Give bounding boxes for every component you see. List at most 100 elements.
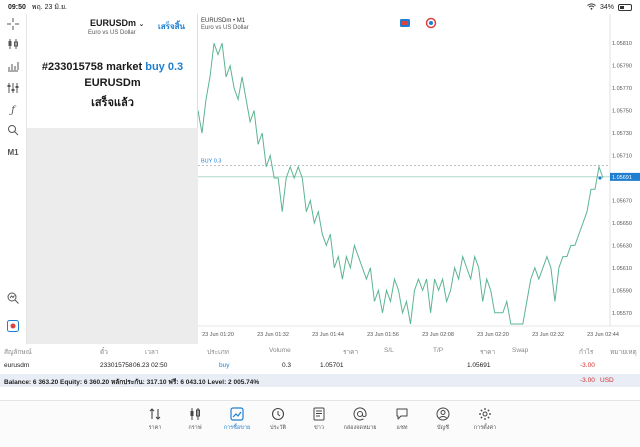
tab-label: ประวัติ	[269, 425, 287, 431]
col-volume: Volume	[269, 347, 291, 354]
price-tick-label: 1.05670	[612, 198, 632, 204]
symbol-label: EURUSDm	[90, 18, 137, 28]
pos-current-price: 1.05691	[467, 362, 491, 369]
col-ticket: ตั๋ว	[100, 349, 108, 356]
price-tick-label: 1.05630	[612, 243, 632, 249]
positions-header: สัญลักษณ์ ตั๋ว เวลา ประเภท Volume ราคา S…	[0, 344, 640, 358]
pos-symbol: eurusdm	[4, 362, 30, 369]
buy-button[interactable]	[425, 17, 437, 29]
time-scale: 23 Jun 01:20 23 Jun 01:32 23 Jun 01:44 23 J…	[202, 332, 619, 338]
col-profit: กำไร	[579, 349, 594, 356]
position-row[interactable]: eurusdm 233015758 06.23 02:50 buy 0.3 1.…	[0, 358, 640, 374]
account-icon	[436, 407, 450, 421]
col-type: ประเภท	[207, 349, 229, 356]
col-comment: หมายเหตุ	[610, 349, 637, 356]
balance-bar: Balance: 6 363.20 Equity: 6 360.20 หลักป…	[0, 374, 640, 387]
one-click-trading-icon[interactable]	[5, 320, 21, 334]
chart-trade-buttons[interactable]	[400, 17, 437, 29]
price-tick-label: 1.05810	[612, 41, 632, 47]
col-symbol: สัญลักษณ์	[4, 349, 32, 356]
chevron-down-icon: ⌄	[138, 21, 145, 28]
candles-icon	[190, 408, 200, 420]
tab-label: กล่องจดหมาย	[343, 425, 377, 431]
quotes-icon	[149, 408, 161, 420]
bottom-tab-bar: ราคา กราฟ การซื้อขาย ประวัติ ข่าว กล่องจ…	[0, 400, 640, 447]
done-button[interactable]: เสร็จสิ้น	[158, 22, 185, 31]
tab-chat[interactable]: แชท	[384, 407, 420, 432]
time-tick-label: 23 Jun 02:08	[422, 332, 454, 338]
price-tick-label: 1.05770	[612, 86, 632, 92]
battery-icon	[618, 3, 632, 11]
settings-sliders-icon[interactable]	[5, 82, 21, 96]
chart-description: Euro vs US Dollar	[201, 25, 249, 31]
order-summary: #233015758 market buy 0.3	[27, 61, 198, 73]
price-tick-label: 1.05650	[612, 221, 632, 227]
current-price-tag	[610, 172, 640, 181]
candles-tool-icon[interactable]	[5, 38, 21, 52]
price-chart[interactable]: EURUSDm • M1 Euro vs US Dollar 1.05810 1.…	[197, 14, 640, 344]
current-price-marker: 1.05691	[198, 172, 640, 181]
price-tick-label: 1.05590	[612, 288, 632, 294]
price-tick-label: 1.05710	[612, 154, 632, 160]
panel-background	[27, 128, 198, 344]
battery-percent: 34%	[599, 3, 614, 11]
tab-label: กราฟ	[188, 425, 202, 431]
status-bar: 09:50 พฤ. 23 มิ.ย. 34%	[0, 0, 640, 14]
chart-toolbar: ƒ M1	[0, 14, 27, 344]
col-swap: Swap	[512, 347, 529, 354]
symbol-selector[interactable]: EURUSDm ⌄	[90, 18, 144, 28]
tab-chart[interactable]: กราฟ	[177, 407, 213, 432]
tab-mailbox[interactable]: กล่องจดหมาย	[342, 407, 378, 432]
total-profit: -3.00	[580, 377, 595, 384]
status-date: พฤ. 23 มิ.ย.	[31, 3, 67, 11]
search-chart-icon[interactable]	[5, 292, 21, 306]
tab-label: การซื้อขาย	[223, 425, 251, 431]
objects-icon[interactable]	[5, 124, 21, 138]
pos-volume: 0.3	[282, 362, 292, 369]
price-series-line	[197, 43, 604, 325]
col-price: ราคา	[343, 349, 359, 356]
news-icon	[313, 407, 325, 421]
pos-ticket: 233015758	[100, 362, 133, 369]
col-tp: T/P	[433, 347, 444, 354]
buy-line-label: BUY 0.3	[201, 159, 221, 165]
order-result-panel: EURUSDm ⌄ เสร็จสิ้น Euro vs US Dollar #2…	[27, 14, 198, 128]
buy-order-line: BUY 0.3	[198, 159, 610, 166]
timeframe-button[interactable]: M1	[7, 148, 19, 157]
time-tick-label: 23 Jun 01:56	[367, 332, 399, 338]
time-tick-label: 23 Jun 01:32	[257, 332, 289, 338]
tab-settings[interactable]: การตั้งค่า	[467, 407, 503, 432]
col-current-price: ราคา	[480, 349, 496, 356]
status-right: 34%	[587, 2, 632, 12]
tab-account[interactable]: บัญชี	[425, 407, 461, 432]
price-tick-label: 1.05750	[612, 109, 632, 115]
mailbox-icon	[353, 407, 367, 421]
tab-label: แชท	[396, 425, 408, 431]
settings-icon	[479, 408, 491, 420]
time-tick-label: 23 Jun 01:20	[202, 332, 234, 338]
pos-time: 06.23 02:50	[133, 362, 168, 369]
trade-icon	[230, 407, 244, 421]
order-action: buy 0.3	[145, 61, 184, 73]
time-tick-label: 23 Jun 02:44	[587, 332, 619, 338]
last-point-dot	[598, 176, 602, 180]
tab-quotes[interactable]: ราคา	[137, 407, 173, 432]
function-icon[interactable]: ƒ	[11, 105, 15, 116]
time-tick-label: 23 Jun 02:20	[477, 332, 509, 338]
tab-trade[interactable]: การซื้อขาย	[219, 407, 255, 432]
tab-label: การตั้งค่า	[473, 425, 497, 431]
tab-news[interactable]: ข่าว	[301, 407, 337, 432]
symbol-description: Euro vs US Dollar	[88, 30, 136, 36]
order-prefix: #233015758 market	[41, 61, 143, 73]
chart-symbol: EURUSDm • M1	[201, 18, 246, 24]
order-status: เสร็จแล้ว	[91, 97, 134, 109]
price-tick-label: 1.05790	[612, 64, 632, 70]
balance-text: Balance: 6 363.20 Equity: 6 360.20 หลักป…	[4, 379, 260, 386]
price-tick-label: 1.05570	[612, 311, 632, 317]
col-time: เวลา	[145, 349, 159, 356]
tab-history[interactable]: ประวัติ	[260, 407, 296, 432]
indicators-icon[interactable]	[5, 60, 21, 74]
col-sl: S/L	[384, 347, 394, 354]
crosshair-icon[interactable]	[5, 18, 21, 32]
wifi-icon	[587, 2, 596, 12]
